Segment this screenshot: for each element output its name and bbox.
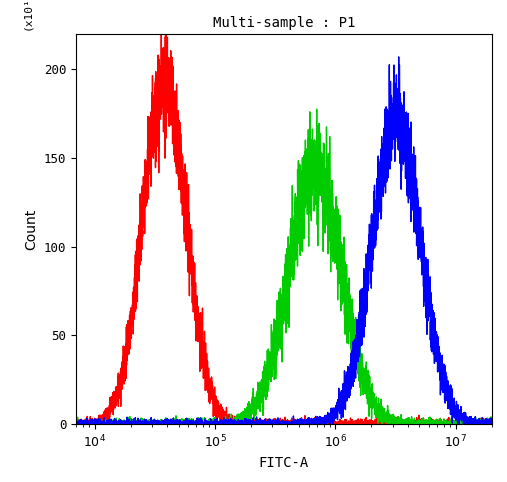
Text: (x10¹): (x10¹) <box>22 0 32 30</box>
X-axis label: FITC-A: FITC-A <box>259 456 309 470</box>
Y-axis label: Count: Count <box>24 208 38 250</box>
Title: Multi-sample : P1: Multi-sample : P1 <box>213 16 355 30</box>
